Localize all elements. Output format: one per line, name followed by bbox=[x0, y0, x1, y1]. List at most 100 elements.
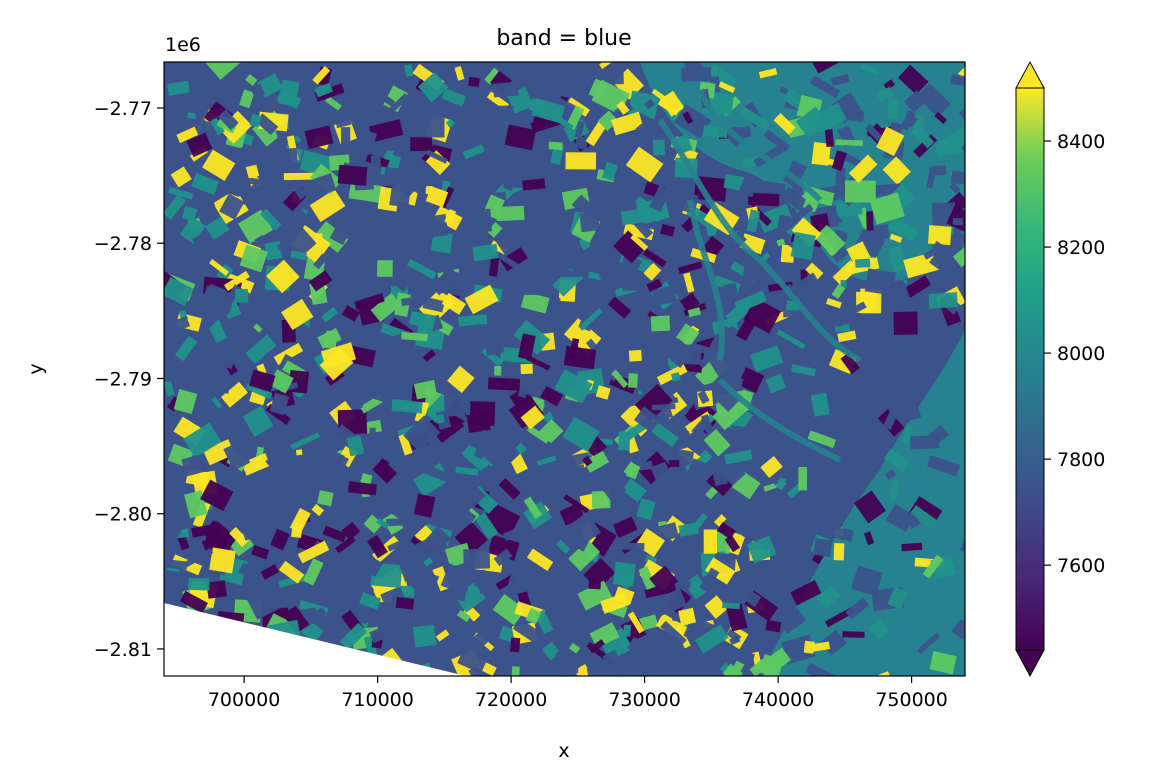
y-offset-label: 1e6 bbox=[165, 34, 201, 56]
raster-patch bbox=[702, 125, 728, 138]
raster-patch bbox=[831, 150, 847, 171]
raster-patch bbox=[322, 525, 347, 543]
raster-patch bbox=[582, 455, 593, 467]
raster-patch bbox=[548, 176, 568, 190]
raster-patch bbox=[759, 654, 784, 676]
raster-patch bbox=[887, 245, 909, 273]
raster-patch bbox=[515, 442, 528, 455]
raster-patch bbox=[697, 390, 710, 404]
raster-patch bbox=[229, 526, 249, 547]
raster-patch bbox=[233, 414, 255, 434]
raster-patch bbox=[247, 148, 282, 171]
raster-patch bbox=[903, 251, 940, 279]
raster-patch bbox=[691, 417, 710, 437]
raster-patch bbox=[864, 268, 897, 296]
raster-patch bbox=[359, 500, 372, 510]
raster-patch bbox=[672, 496, 683, 507]
raster-patch bbox=[776, 238, 786, 247]
raster-patch bbox=[167, 80, 190, 96]
raster-patch bbox=[257, 168, 275, 185]
raster-patch bbox=[416, 214, 449, 240]
raster-patch bbox=[218, 376, 230, 394]
raster-patch bbox=[425, 149, 448, 164]
raster-patch bbox=[452, 479, 476, 500]
raster-patch bbox=[170, 316, 191, 333]
raster-patch bbox=[816, 585, 841, 609]
raster-patch bbox=[368, 119, 404, 143]
raster-patch bbox=[304, 125, 334, 150]
raster-patch bbox=[486, 91, 509, 111]
raster-patch bbox=[445, 118, 456, 128]
raster-patch bbox=[354, 293, 385, 311]
raster-patch bbox=[574, 135, 589, 151]
raster-patch bbox=[273, 342, 304, 366]
raster-patch bbox=[473, 429, 496, 453]
raster-patch bbox=[805, 262, 824, 281]
raster-patch bbox=[678, 607, 697, 626]
raster-patch bbox=[547, 93, 577, 116]
raster-patch bbox=[803, 640, 815, 654]
raster-patch bbox=[493, 548, 513, 567]
raster-patch bbox=[722, 663, 743, 676]
raster-patch bbox=[548, 248, 574, 266]
raster-patch bbox=[255, 113, 279, 136]
raster-patch bbox=[627, 611, 645, 634]
raster-patch bbox=[542, 411, 555, 424]
raster-patch bbox=[543, 396, 564, 424]
raster-patch bbox=[923, 247, 939, 260]
raster-patch bbox=[458, 314, 488, 327]
raster-patch bbox=[889, 233, 903, 243]
x-tick-label: 730000 bbox=[608, 689, 681, 711]
raster-patch bbox=[922, 554, 944, 579]
raster-patch bbox=[435, 629, 450, 642]
raster-patch bbox=[729, 635, 741, 646]
raster-patch bbox=[901, 542, 923, 552]
raster-patch bbox=[652, 285, 677, 306]
raster-patch bbox=[720, 325, 751, 347]
raster-patch bbox=[401, 295, 422, 307]
raster-patch bbox=[887, 98, 899, 119]
raster-patch bbox=[676, 412, 687, 424]
raster-patch bbox=[625, 462, 641, 480]
raster-patch bbox=[258, 479, 281, 497]
raster-patch bbox=[239, 89, 255, 109]
raster-patch bbox=[763, 129, 791, 153]
plot-frame bbox=[163, 61, 966, 677]
raster-patch bbox=[339, 622, 368, 651]
raster-patch bbox=[612, 516, 638, 539]
raster-patch bbox=[586, 664, 611, 676]
raster-patch bbox=[415, 532, 448, 561]
raster-patch bbox=[854, 228, 886, 259]
raster-patch bbox=[520, 363, 533, 375]
raster-patch bbox=[435, 442, 458, 452]
raster-patch bbox=[525, 354, 551, 371]
raster-patch bbox=[281, 209, 316, 243]
x-tick-label: 710000 bbox=[341, 689, 414, 711]
raster-patch bbox=[403, 415, 441, 453]
raster-patch bbox=[493, 81, 519, 98]
raster-patch bbox=[409, 587, 440, 610]
raster-patch bbox=[653, 246, 665, 256]
raster-patch bbox=[830, 526, 854, 542]
raster-patch bbox=[840, 279, 847, 288]
raster-patch bbox=[790, 231, 816, 261]
raster-patch bbox=[588, 639, 606, 654]
raster-patch bbox=[565, 105, 585, 130]
raster-patch bbox=[341, 521, 361, 541]
raster-patch bbox=[522, 178, 546, 191]
raster-patch bbox=[278, 79, 300, 107]
raster-patch bbox=[432, 493, 452, 516]
raster-patch bbox=[335, 535, 356, 554]
raster-patch bbox=[611, 364, 630, 371]
raster-patch bbox=[753, 144, 784, 168]
raster-patch bbox=[482, 329, 505, 356]
raster-patch bbox=[645, 554, 658, 565]
raster-patch bbox=[590, 312, 623, 332]
raster-patch bbox=[633, 406, 662, 433]
raster-patch bbox=[260, 564, 280, 580]
raster-patch bbox=[456, 609, 471, 623]
raster-patch bbox=[643, 98, 655, 110]
raster-patch bbox=[412, 624, 437, 648]
raster-patch bbox=[311, 503, 325, 517]
raster-patch bbox=[679, 292, 700, 312]
